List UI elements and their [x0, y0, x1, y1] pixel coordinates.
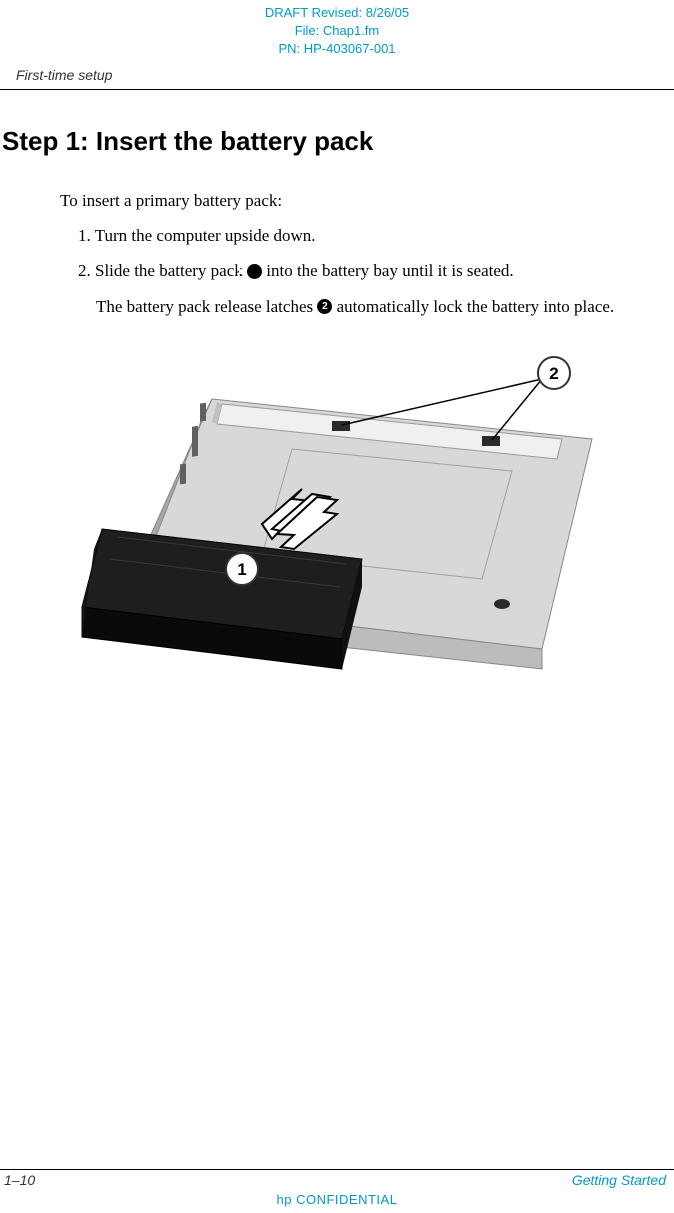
step-list: 1. Turn the computer upside down. 2. Sli…	[78, 223, 664, 284]
step-num: 2.	[78, 261, 91, 280]
step-item-1: 1. Turn the computer upside down.	[78, 223, 664, 249]
figure-battery-insert: 1 2	[0, 349, 664, 729]
svg-text:1: 1	[237, 560, 246, 579]
step-num: 1.	[78, 226, 91, 245]
step-sub-text: The battery pack release latches 2 autom…	[96, 294, 664, 320]
section-label: First-time setup	[16, 67, 674, 83]
page-number: 1–10	[4, 1172, 35, 1188]
step-text: Turn the computer upside down.	[95, 226, 316, 245]
callout-bubble-1: 1	[226, 553, 258, 585]
battery-diagram-svg: 1 2	[62, 349, 602, 729]
confidential-label: hp CONFIDENTIAL	[0, 1188, 674, 1213]
step-text-prefix: Slide the battery pack	[95, 261, 247, 280]
header-meta: DRAFT Revised: 8/26/05 File: Chap1.fm PN…	[0, 0, 674, 59]
callout-1-icon: 1	[247, 264, 262, 279]
pn-line: PN: HP-403067-001	[0, 40, 674, 58]
footer-row: 1–10 Getting Started	[0, 1170, 674, 1188]
main-content: Step 1: Insert the battery pack To inser…	[0, 126, 674, 730]
intro-text: To insert a primary battery pack:	[60, 191, 664, 211]
sub-prefix: The battery pack release latches	[96, 297, 317, 316]
header-rule	[0, 89, 674, 90]
callout-2-icon: 2	[317, 299, 332, 314]
footer: 1–10 Getting Started hp CONFIDENTIAL	[0, 1169, 674, 1213]
draft-revised-line: DRAFT Revised: 8/26/05	[0, 4, 674, 22]
step-title: Step 1: Insert the battery pack	[2, 126, 664, 157]
sub-suffix: automatically lock the battery into plac…	[332, 297, 614, 316]
file-line: File: Chap1.fm	[0, 22, 674, 40]
step-text-mid: into the battery bay until it is seated.	[262, 261, 514, 280]
svg-text:2: 2	[549, 364, 558, 383]
doc-title: Getting Started	[572, 1172, 666, 1188]
step-item-2: 2. Slide the battery pack 1 into the bat…	[78, 258, 664, 284]
